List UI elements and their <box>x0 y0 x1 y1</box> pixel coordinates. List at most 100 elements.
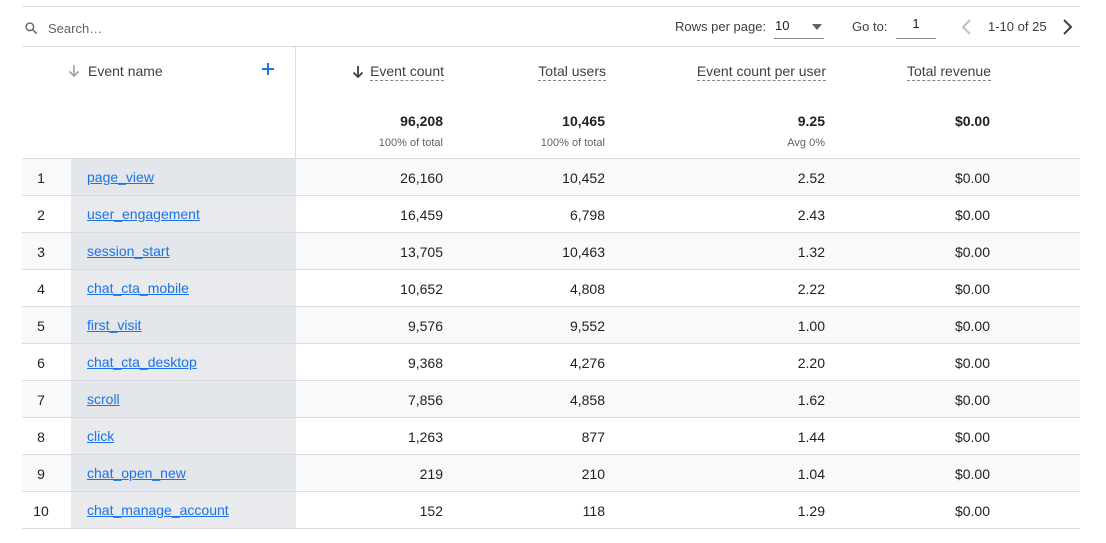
total-users-cell: 4,808 <box>569 281 605 297</box>
chevron-left-icon <box>961 19 971 35</box>
total-users-cell: 10,463 <box>562 244 605 260</box>
row-index: 5 <box>37 318 45 334</box>
rows-per-page-value: 10 <box>775 18 790 33</box>
event-count-cell: 219 <box>419 466 443 482</box>
event-count-cell: 152 <box>419 503 443 519</box>
event-name-link[interactable]: user_engagement <box>87 206 200 222</box>
rows-per-page-select[interactable]: 10 <box>774 15 824 39</box>
event-count-per-user-total-sub: Avg 0% <box>787 137 825 149</box>
total-revenue-cell: $0.00 <box>954 170 990 186</box>
event-count-per-user-cell: 1.44 <box>797 429 825 445</box>
total-revenue-cell: $0.00 <box>954 503 990 519</box>
total-users-total: 10,465 <box>562 113 605 129</box>
dimension-cell <box>71 455 296 491</box>
event-count-per-user-cell: 1.62 <box>797 392 825 408</box>
event-count-per-user-total: 9.25 <box>797 113 825 129</box>
event-count-cell: 9,368 <box>407 355 443 371</box>
event-count-header-label: Event count <box>370 63 444 81</box>
total-users-cell: 118 <box>582 503 605 519</box>
total-revenue-header-label: Total revenue <box>906 63 991 81</box>
event-count-per-user-header-label: Event count per user <box>696 63 826 81</box>
table-row: 4 chat_cta_mobile 10,652 4,808 2.22 $0.0… <box>22 270 1080 307</box>
event-name-link[interactable]: scroll <box>87 391 120 407</box>
dimension-cell <box>71 159 296 195</box>
table-row: 7 scroll 7,856 4,858 1.62 $0.00 <box>22 381 1080 418</box>
data-table: Event name Event count Total users Event… <box>22 47 1080 529</box>
pagination-range: 1-10 of 25 <box>988 19 1047 34</box>
row-index: 1 <box>37 170 45 186</box>
event-name-header[interactable]: Event name <box>68 63 163 79</box>
chevron-right-icon <box>1063 19 1073 35</box>
event-count-per-user-cell: 2.20 <box>797 355 825 371</box>
event-count-per-user-cell: 1.32 <box>797 244 825 260</box>
dimension-cell <box>71 344 296 380</box>
event-count-per-user-cell: 2.43 <box>797 207 825 223</box>
dimension-cell <box>71 307 296 343</box>
event-name-link[interactable]: chat_cta_desktop <box>87 354 197 370</box>
total-users-cell: 4,276 <box>569 355 605 371</box>
search-icon <box>25 22 38 35</box>
table-row: 1 page_view 26,160 10,452 2.52 $0.00 <box>22 159 1080 196</box>
event-name-link[interactable]: chat_manage_account <box>87 502 229 518</box>
previous-page-button[interactable] <box>958 15 976 39</box>
event-count-cell: 16,459 <box>400 207 443 223</box>
table-row: 5 first_visit 9,576 9,552 1.00 $0.00 <box>22 307 1080 344</box>
table-toolbar: Rows per page: 10 Go to: 1-10 of 25 <box>22 6 1080 47</box>
total-revenue-header[interactable]: Total revenue <box>906 63 991 81</box>
event-count-per-user-cell: 1.04 <box>797 466 825 482</box>
event-name-link[interactable]: page_view <box>87 169 154 185</box>
event-name-link[interactable]: first_visit <box>87 317 142 333</box>
event-name-link[interactable]: session_start <box>87 243 170 259</box>
event-name-link[interactable]: chat_open_new <box>87 465 186 481</box>
go-to-input[interactable] <box>896 15 936 39</box>
event-count-per-user-cell: 1.29 <box>797 503 825 519</box>
go-to-label: Go to: <box>852 19 888 34</box>
total-revenue-cell: $0.00 <box>954 392 990 408</box>
total-revenue-cell: $0.00 <box>954 207 990 223</box>
dimension-cell <box>71 418 296 454</box>
plus-icon <box>262 63 274 75</box>
event-count-per-user-cell: 2.52 <box>797 170 825 186</box>
add-dimension-button[interactable] <box>258 59 278 79</box>
total-users-cell: 10,452 <box>562 170 605 186</box>
event-name-link[interactable]: chat_cta_mobile <box>87 280 189 296</box>
event-count-cell: 10,652 <box>400 281 443 297</box>
table-row: 10 chat_manage_account 152 118 1.29 $0.0… <box>22 492 1080 529</box>
event-count-total-sub: 100% of total <box>378 137 443 149</box>
event-count-cell: 9,576 <box>407 318 443 334</box>
event-count-cell: 13,705 <box>400 244 443 260</box>
event-name-link[interactable]: click <box>87 428 115 444</box>
total-revenue-cell: $0.00 <box>954 355 990 371</box>
row-index: 4 <box>37 281 45 297</box>
table-row: 8 click 1,263 877 1.44 $0.00 <box>22 418 1080 455</box>
next-page-button[interactable] <box>1058 15 1076 39</box>
row-index: 6 <box>37 355 45 371</box>
row-index: 7 <box>37 392 45 408</box>
total-users-cell: 9,552 <box>569 318 605 334</box>
total-users-total-sub: 100% of total <box>540 137 605 149</box>
total-users-cell: 4,858 <box>569 392 605 408</box>
total-revenue-cell: $0.00 <box>954 244 990 260</box>
search-input[interactable] <box>48 18 468 38</box>
dimension-cell <box>71 381 296 417</box>
event-name-header-label: Event name <box>88 63 163 79</box>
total-users-cell: 6,798 <box>569 207 605 223</box>
total-revenue-total: $0.00 <box>954 113 990 129</box>
event-count-total: 96,208 <box>400 113 443 129</box>
event-count-per-user-cell: 2.22 <box>797 281 825 297</box>
total-users-cell: 877 <box>581 429 605 445</box>
dimension-cell <box>71 492 296 528</box>
table-header: Event name Event count Total users Event… <box>22 47 1080 159</box>
sort-arrow-down-icon <box>352 66 364 79</box>
table-row: 9 chat_open_new 219 210 1.04 $0.00 <box>22 455 1080 492</box>
event-count-per-user-header[interactable]: Event count per user <box>696 63 826 81</box>
total-revenue-cell: $0.00 <box>954 318 990 334</box>
arrow-down-icon <box>68 65 80 78</box>
event-count-cell: 7,856 <box>407 392 443 408</box>
event-count-header[interactable]: Event count <box>352 63 444 81</box>
event-count-cell: 26,160 <box>400 170 443 186</box>
row-index: 9 <box>37 466 45 482</box>
total-users-header[interactable]: Total users <box>538 63 606 81</box>
total-users-cell: 210 <box>581 466 605 482</box>
dimension-cell <box>71 196 296 232</box>
